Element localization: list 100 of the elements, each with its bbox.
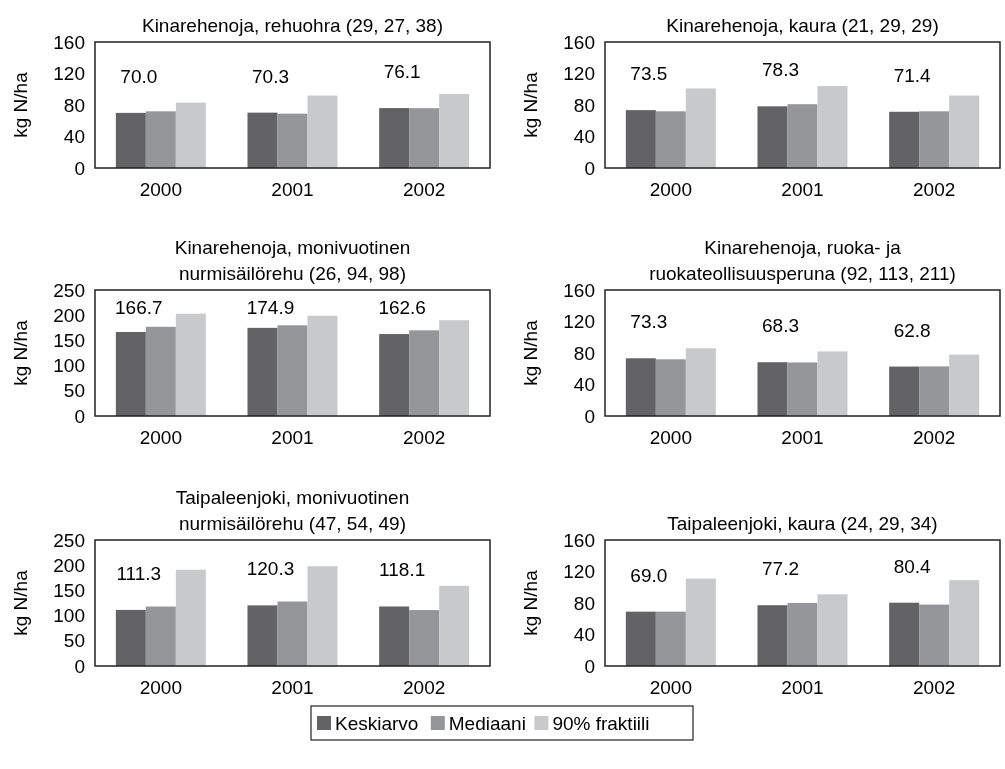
bar <box>655 359 686 416</box>
x-tick-label: 2002 <box>913 179 956 200</box>
bar <box>247 605 278 666</box>
y-tick-label: 40 <box>573 126 595 148</box>
y-tick-label: 0 <box>584 157 595 179</box>
x-tick-label: 2001 <box>271 179 314 200</box>
data-label: 174.9 <box>246 297 295 318</box>
bar <box>247 327 278 416</box>
bar <box>949 580 980 666</box>
data-label: 80.4 <box>893 555 932 577</box>
bar <box>787 104 818 168</box>
bar <box>655 111 686 168</box>
y-tick-label: 50 <box>63 630 85 652</box>
bar <box>655 611 686 666</box>
y-tick-label: 160 <box>563 31 595 53</box>
y-tick-label: 150 <box>53 330 85 352</box>
data-label: 70.0 <box>120 65 158 87</box>
data-label: 62.8 <box>893 319 931 341</box>
bar <box>379 606 410 666</box>
data-label: 71.4 <box>893 64 932 86</box>
x-tick-label: 2001 <box>781 179 824 200</box>
bar <box>379 108 410 168</box>
y-tick-label: 160 <box>53 31 85 53</box>
bar <box>277 113 308 168</box>
y-tick-label: 40 <box>63 126 85 148</box>
bar <box>175 569 206 666</box>
bar <box>625 611 656 666</box>
y-tick-label: 80 <box>63 94 85 116</box>
y-tick-label: 40 <box>573 624 595 646</box>
bar <box>949 354 980 416</box>
x-tick-label: 2000 <box>649 677 692 698</box>
y-tick-label: 160 <box>563 279 595 301</box>
y-tick-label: 0 <box>74 157 85 179</box>
bar <box>277 325 308 416</box>
bar <box>115 112 146 168</box>
bar <box>919 604 950 666</box>
bar <box>685 88 716 168</box>
y-tick-label: 120 <box>53 63 85 85</box>
y-tick-label: 100 <box>53 605 85 627</box>
data-label: 68.3 <box>762 315 799 337</box>
y-tick-label: 80 <box>573 94 595 116</box>
bar <box>625 358 656 416</box>
bar <box>175 102 206 168</box>
bar <box>145 111 176 168</box>
chart-title: Taipaleenjoki, monivuotinen nurmisäilörehu (47, 54, 49) <box>175 487 410 534</box>
bar <box>817 594 848 666</box>
bar <box>439 320 470 416</box>
bar <box>949 95 980 168</box>
x-tick-label: 2001 <box>271 427 314 448</box>
bar <box>145 606 176 666</box>
y-tick-label: 160 <box>563 529 595 551</box>
x-tick-label: 2000 <box>649 427 692 448</box>
bar <box>307 315 338 416</box>
y-tick-label: 100 <box>53 355 85 377</box>
bar <box>685 578 716 666</box>
y-tick-label: 250 <box>53 279 85 301</box>
legend-label: Keskiarvo <box>335 712 419 734</box>
y-tick-label: 200 <box>53 554 85 576</box>
y-tick-label: 40 <box>573 374 595 396</box>
bar <box>817 351 848 416</box>
bar <box>307 566 338 666</box>
bar <box>115 331 146 416</box>
data-label: 73.5 <box>630 63 668 85</box>
y-axis-title: kg N/ha <box>10 319 31 386</box>
bar <box>439 93 470 168</box>
bar <box>889 366 920 416</box>
data-label: 76.1 <box>383 61 421 83</box>
y-tick-label: 150 <box>53 580 85 602</box>
y-tick-label: 200 <box>53 304 85 326</box>
chart-title: Kinarehenoja, monivuotinen nurmisäilörehu (26, 94, 98) <box>174 237 411 284</box>
legend-label: Mediaani <box>448 712 526 734</box>
y-axis-title: kg N/ha <box>10 71 31 138</box>
y-tick-label: 120 <box>563 63 595 85</box>
y-tick-label: 120 <box>563 561 595 583</box>
x-tick-label: 2002 <box>403 677 446 698</box>
bar <box>757 362 788 416</box>
bar <box>889 602 920 666</box>
y-tick-label: 250 <box>53 529 85 551</box>
y-tick-label: 80 <box>573 342 595 364</box>
x-tick-label: 2001 <box>781 427 824 448</box>
bar <box>919 111 950 168</box>
y-tick-label: 120 <box>563 311 595 333</box>
legend-label: 90% fraktiili <box>552 712 650 734</box>
bar <box>409 108 440 168</box>
bar <box>379 334 410 416</box>
data-label: 120.3 <box>246 558 295 580</box>
bar <box>919 366 950 416</box>
y-axis-title: kg N/ha <box>520 569 541 636</box>
bar <box>439 585 470 666</box>
y-axis-title: kg N/ha <box>520 71 541 138</box>
x-tick-label: 2002 <box>403 179 446 200</box>
chart-title: Kinarehenoja, kaura (21, 29, 29) <box>666 15 939 36</box>
x-tick-label: 2002 <box>403 427 446 448</box>
chart-title: Taipaleenjoki, kaura (24, 29, 34) <box>667 513 938 534</box>
bar <box>247 112 278 168</box>
data-label: 77.2 <box>762 558 799 580</box>
y-tick-label: 0 <box>584 405 595 427</box>
bar <box>685 348 716 416</box>
x-tick-label: 2002 <box>913 677 956 698</box>
bar <box>787 362 818 416</box>
